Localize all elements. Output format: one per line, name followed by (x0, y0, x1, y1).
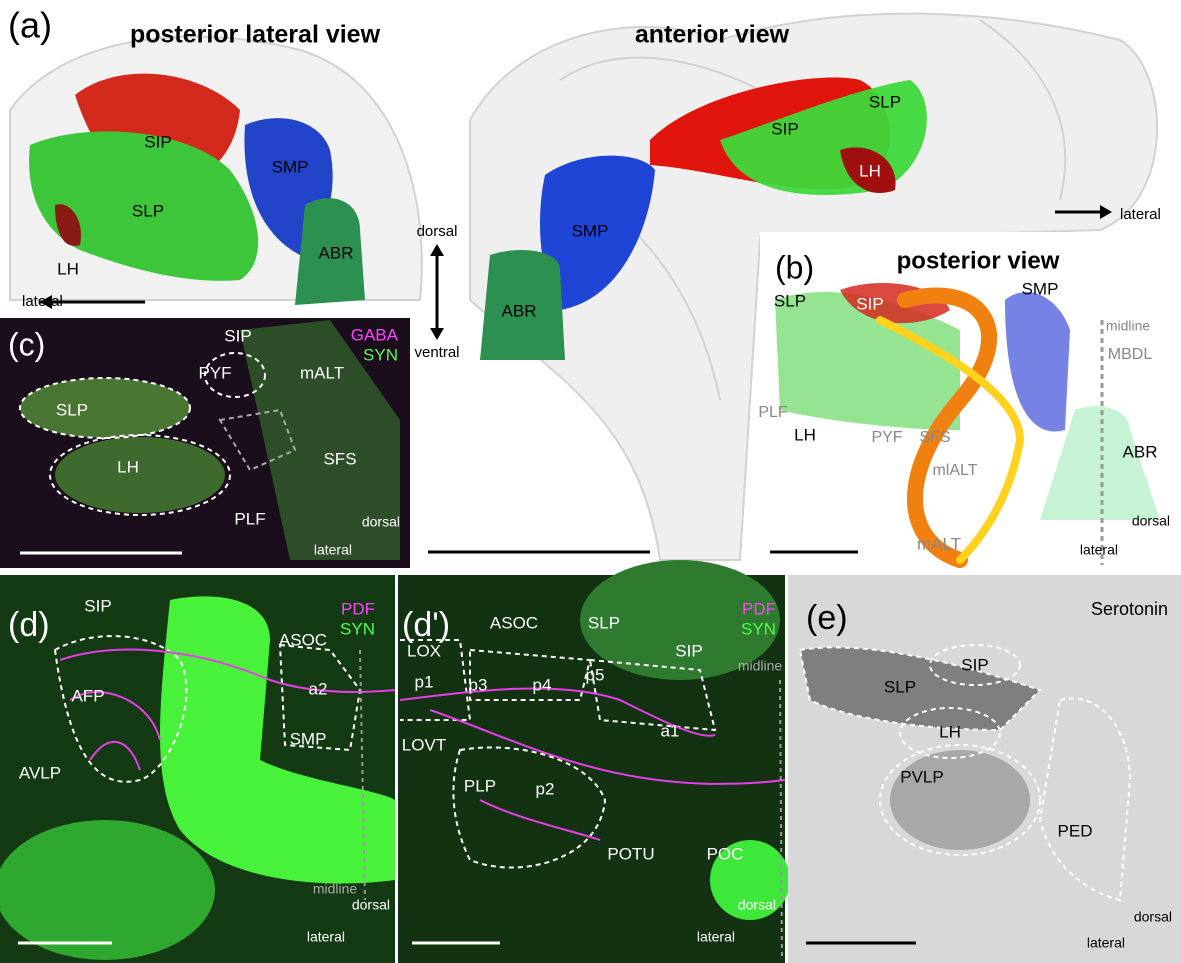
label: lateral (314, 542, 352, 558)
label: p4 (533, 675, 552, 694)
label: LH (117, 457, 139, 476)
label: mALT (300, 363, 344, 382)
label: midline (313, 881, 358, 897)
label: ABR (1123, 442, 1158, 461)
label: dorsal (738, 897, 776, 913)
label: mALT (917, 534, 961, 553)
lh-stain (55, 437, 225, 513)
label: p2 (536, 779, 555, 798)
panel-label: (e) (806, 599, 848, 637)
panel-label: (b) (775, 249, 814, 285)
panel-title: anterior view (635, 21, 790, 49)
label: SIP (856, 294, 883, 313)
label: ASOC (490, 613, 538, 632)
label: SIP (675, 641, 702, 660)
label: POC (707, 844, 744, 863)
panel-label: (d') (402, 606, 450, 644)
label: SFS (919, 429, 950, 446)
label: midline (1106, 318, 1151, 334)
label: LH (939, 722, 961, 741)
label: p5 (586, 665, 605, 684)
pvlp-stain (890, 750, 1030, 850)
label: mlALT (932, 462, 977, 479)
label: SMP (272, 157, 309, 176)
label: ASOC (279, 630, 327, 649)
panel-label: (c) (8, 326, 45, 362)
label: SLP (588, 613, 620, 632)
label: LH (859, 161, 881, 180)
label: dorsal (352, 897, 390, 913)
figure: (a) posterior lateral view anterior view SI… (0, 0, 1181, 963)
label: SLP (56, 400, 88, 419)
label: AVLP (19, 763, 61, 782)
label: p1 (415, 672, 434, 691)
label: PDF (341, 599, 375, 618)
label: SIP (224, 326, 251, 345)
label: LOVT (402, 735, 446, 754)
label: PYF (198, 363, 231, 382)
label: lateral (1120, 206, 1161, 223)
label: PDF (742, 599, 776, 618)
label: ABR (502, 301, 537, 320)
syn-stain (0, 820, 215, 960)
panel-label: (d) (8, 606, 50, 644)
label: PED (1058, 821, 1093, 840)
label: AFP (71, 686, 104, 705)
label: dorsal (1134, 909, 1172, 925)
label: a2 (309, 679, 328, 698)
label: SLP (774, 291, 806, 310)
label: GABA (351, 325, 399, 344)
label: SIP (961, 655, 988, 674)
label: p3 (469, 675, 488, 694)
label: SYN (340, 619, 375, 638)
label: SMP (1022, 279, 1059, 298)
label: SYN (741, 619, 776, 638)
label: PLP (464, 776, 496, 795)
panel-title: posterior view (897, 247, 1060, 274)
label: Serotonin (1091, 599, 1168, 619)
label: PLF (758, 404, 788, 421)
label: PVLP (900, 767, 943, 786)
label: lateral (1087, 935, 1125, 951)
label: lateral (22, 293, 63, 310)
label: dorsal (1132, 513, 1170, 529)
label: midline (738, 658, 783, 674)
label: LOX (407, 641, 441, 660)
label: lateral (307, 929, 345, 945)
panel-label: (a) (8, 5, 52, 46)
label: SMP (290, 729, 327, 748)
label: SLP (869, 92, 901, 111)
label: SYN (363, 345, 398, 364)
label: dorsal (417, 223, 458, 240)
panel-title: posterior lateral view (130, 21, 381, 49)
label: a1 (661, 721, 680, 740)
label: LH (794, 425, 816, 444)
label: SIP (144, 132, 171, 151)
label: PLF (234, 509, 265, 528)
label: dorsal (362, 514, 400, 530)
label: SIP (84, 596, 111, 615)
label: SLP (884, 677, 916, 696)
label: MBDL (1108, 346, 1153, 363)
label: lateral (1080, 542, 1118, 558)
label: lateral (697, 929, 735, 945)
label: POTU (607, 844, 654, 863)
label: SLP (132, 201, 164, 220)
label: PYF (871, 429, 902, 446)
label: LH (57, 259, 79, 278)
label: SFS (323, 449, 356, 468)
label: SMP (572, 221, 609, 240)
label: ABR (319, 243, 354, 262)
label: ventral (414, 344, 459, 361)
label: SIP (771, 119, 798, 138)
